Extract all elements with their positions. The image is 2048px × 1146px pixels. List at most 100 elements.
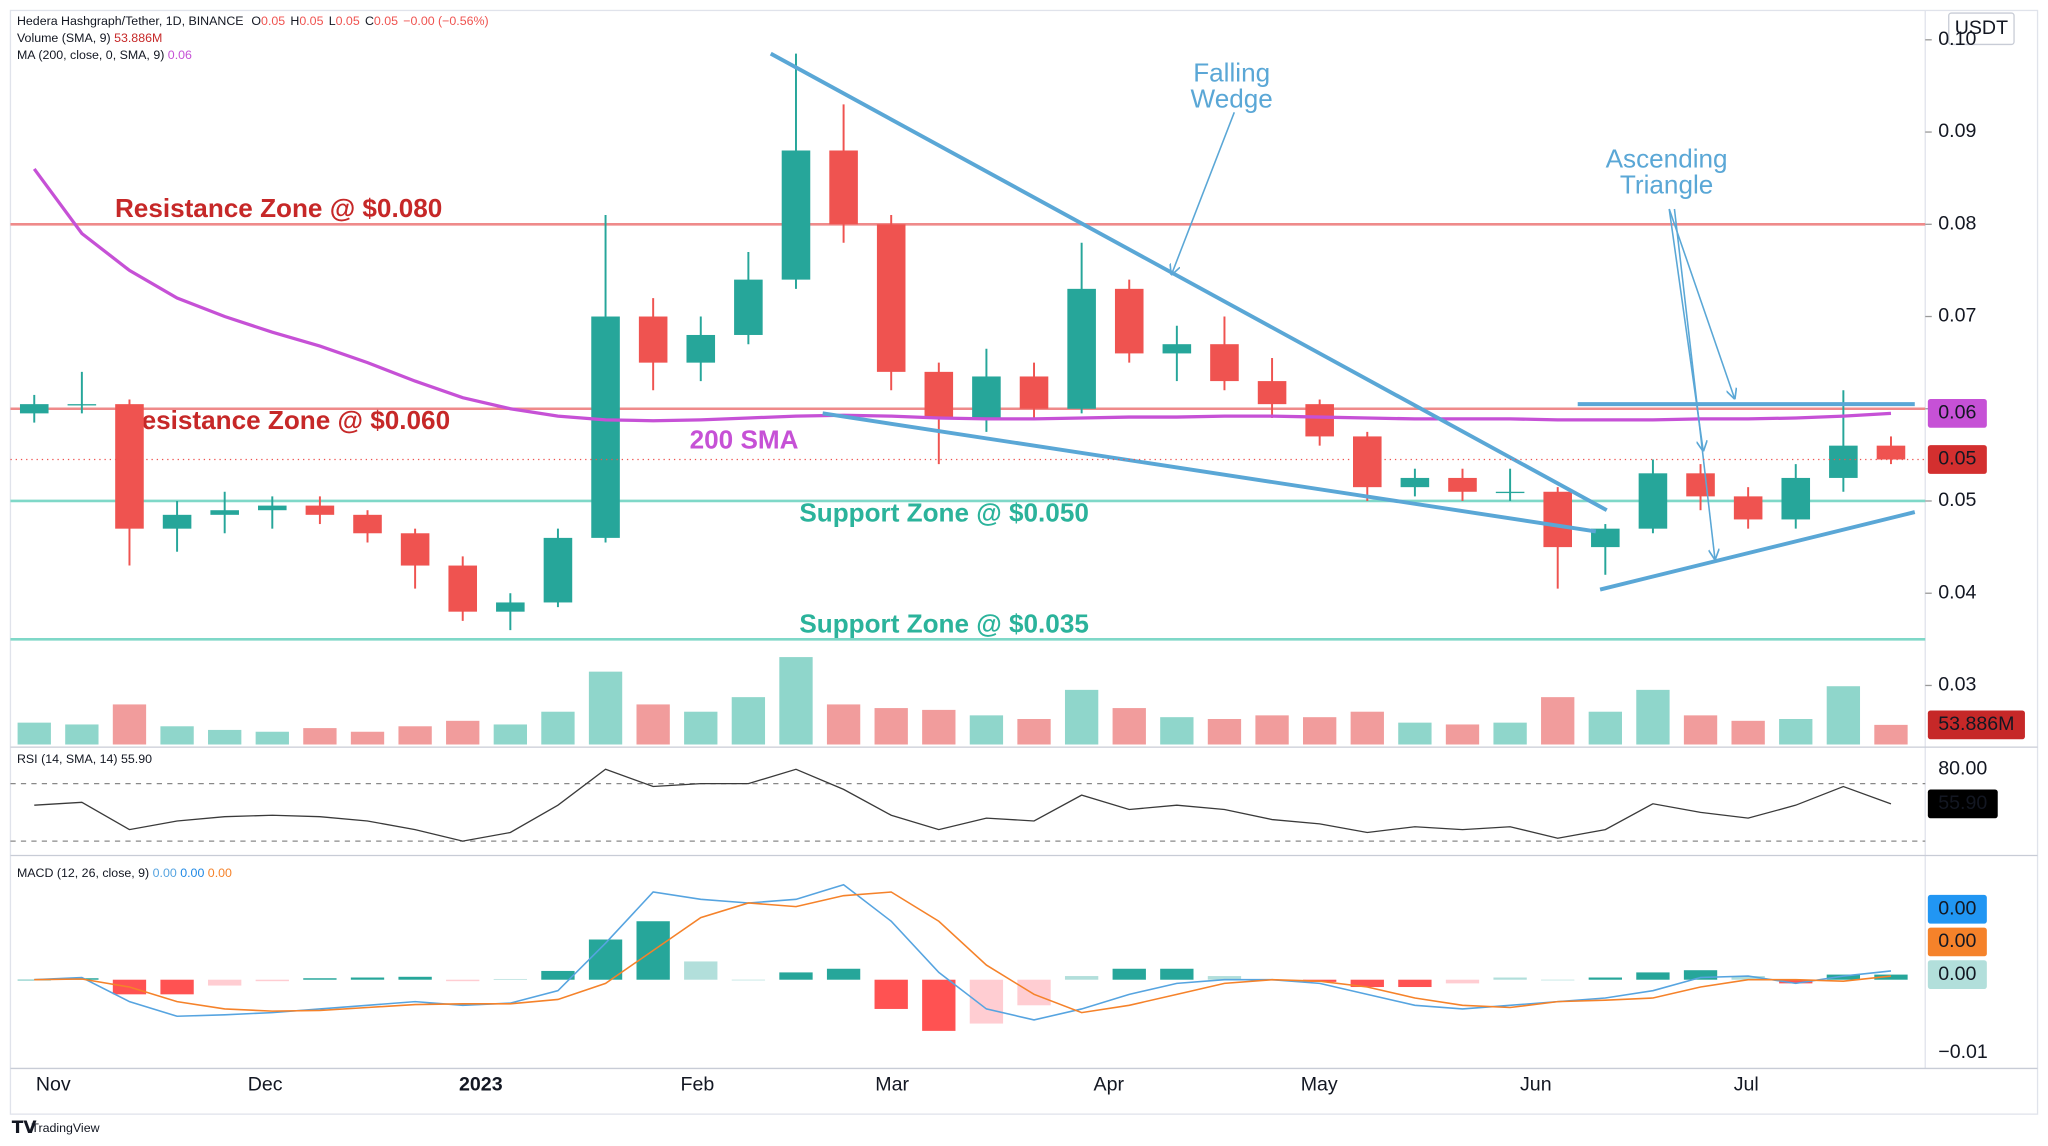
rsi-box: 55.90 [1927, 789, 1998, 819]
histogram-bar [684, 961, 718, 980]
ohlc-value: 0.05 [299, 14, 323, 28]
histogram-bar [493, 978, 527, 980]
histogram-bar [1064, 976, 1099, 980]
candle-body [1352, 436, 1382, 488]
y-tick-label: −0.01 [1938, 1041, 1988, 1063]
histogram-bar [1588, 977, 1622, 980]
candle-body [400, 533, 430, 566]
volume-bar [922, 709, 956, 745]
ohlc-key: L [329, 14, 336, 28]
zone-label: Resistance Zone @ $0.060 [123, 405, 450, 435]
volume-bar [1255, 715, 1289, 745]
candle-body [1686, 473, 1715, 497]
candle-body [1210, 344, 1239, 382]
trend-line [769, 51, 1608, 512]
plot-layer: Resistance Zone @ $0.080 Resistance Zone … [10, 51, 1926, 1031]
candle-body [972, 376, 1001, 418]
pointer-arrow [1668, 208, 1734, 398]
histogram-bar [1874, 974, 1908, 980]
volume-bar [969, 715, 1004, 745]
ma-label: 200 SMA [690, 424, 799, 454]
volume-legend: Volume (SMA, 9) 53.886M [17, 31, 162, 45]
pattern-label: Triangle [1620, 170, 1713, 200]
volume-bar [1588, 711, 1622, 745]
volume-bar [1017, 718, 1051, 745]
volume-box: 53.886M [1927, 710, 2025, 740]
price-box-bg [1927, 445, 1987, 474]
volume-bar [350, 731, 385, 745]
histogram-bar [350, 977, 385, 980]
candle-body [305, 505, 335, 515]
histogram-bar [588, 939, 623, 980]
candle-body [1543, 491, 1572, 548]
y-tick-label: 80.00 [1938, 757, 1987, 779]
hist-box-bg [1927, 960, 1987, 989]
pointer-arrow [1673, 208, 1714, 559]
histogram-bar [1731, 976, 1765, 980]
volume-bar [826, 704, 861, 745]
candle-body [1876, 445, 1906, 460]
legend-name: RSI (14, SMA, 14) [17, 752, 118, 766]
legend-value: 0.06 [168, 48, 192, 62]
volume-bar [731, 697, 766, 745]
y-tick-label: 0.08 [1938, 212, 1976, 234]
volume-bar [1112, 708, 1146, 745]
histogram-bar [1398, 979, 1432, 988]
ma-box: 0.06 [1927, 399, 1987, 428]
ma-legend: MA (200, close, 0, SMA, 9) 0.06 [17, 48, 192, 62]
ohlc-key: C [365, 14, 374, 28]
candle-body [1829, 445, 1858, 478]
signal-box-bg [1927, 927, 1987, 957]
candle-body [162, 514, 192, 529]
legend-name: MACD (12, 26, close, 9) [17, 866, 149, 880]
volume-bar [684, 711, 718, 745]
legend-name: MA (200, close, 0, SMA, 9) [17, 48, 164, 62]
histogram-bar [1207, 976, 1242, 980]
pattern-label: Ascending [1606, 144, 1728, 174]
pattern-label: Wedge [1191, 83, 1273, 113]
histogram-bar [398, 976, 432, 980]
volume-bar [1541, 697, 1575, 745]
candle-body [1305, 404, 1334, 437]
volume-bar [1779, 718, 1813, 745]
candle-body [876, 224, 906, 372]
candle-body [67, 404, 97, 406]
x-tick-label: Nov [36, 1074, 71, 1096]
ohlc-value: 0.05 [374, 14, 398, 28]
histogram-bar [731, 979, 766, 981]
signal-box-text: 0.00 [1938, 930, 1976, 952]
histogram-bar [1017, 979, 1051, 1006]
volume-bar [1160, 717, 1194, 745]
price-box-text: 0.05 [1938, 448, 1976, 470]
candle-body [448, 565, 478, 612]
volume-bar [65, 724, 99, 745]
volume-bar [588, 671, 623, 745]
trend-line [822, 411, 1597, 534]
zone-label: Resistance Zone @ $0.080 [115, 193, 442, 223]
histogram-bar [1112, 968, 1146, 980]
pointer-arrow [1172, 112, 1236, 274]
histogram-bar [1779, 979, 1813, 984]
y-tick-label: 0.09 [1938, 120, 1976, 142]
volume-bar [779, 657, 813, 745]
volume-bar [112, 704, 147, 745]
histogram-bar [779, 972, 813, 980]
candle-body [210, 510, 239, 515]
candle-body [1781, 477, 1811, 520]
candle-body [1448, 477, 1477, 492]
volume-bar [255, 731, 289, 745]
legend-value: 0.00 [180, 866, 204, 880]
histogram-bar [1826, 974, 1861, 980]
currency-box [1948, 12, 2015, 46]
rsi-box-text: 55.90 [1938, 792, 1987, 814]
volume-box-text: 53.886M [1938, 713, 2014, 735]
volume-bar [1303, 717, 1337, 745]
histogram-bar [1541, 979, 1575, 981]
histogram-bar [255, 979, 289, 982]
candle-body [1019, 376, 1049, 409]
x-tick-label: Mar [875, 1074, 909, 1096]
trend-line [1599, 510, 1916, 592]
